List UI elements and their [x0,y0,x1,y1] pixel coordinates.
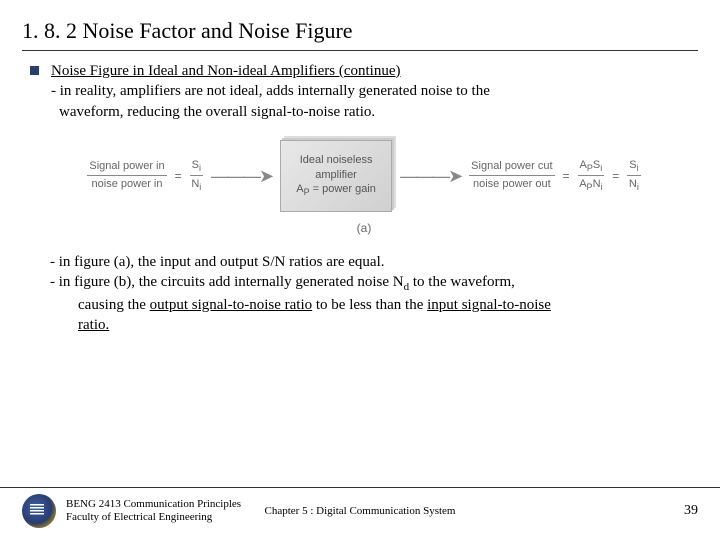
amplifier-box: Ideal noiseless amplifier AP = power gai… [280,140,392,212]
chapter-label: Chapter 5 : Digital Communication System [265,505,456,517]
figure-label: (a) [30,220,698,236]
body-line: causing the output signal-to-noise ratio… [50,295,698,315]
body-line: ratio. [50,315,698,335]
page-number: 39 [684,503,698,519]
footer: BENG 2413 Communication Principles Facul… [0,487,720,528]
body-line: - in figure (b), the circuits add intern… [50,272,698,295]
body-line: waveform, reducing the overall signal-to… [51,102,490,122]
arrow-icon: ———➤ [211,164,272,188]
body-line: - in figure (a), the input and output S/… [50,252,698,272]
figure-diagram: Signal power in noise power in = Si Ni —… [84,140,644,212]
department: Faculty of Electrical Engineering [66,511,241,524]
slide-title: 1. 8. 2 Noise Factor and Noise Figure [22,18,698,51]
content-block: Noise Figure in Ideal and Non-ideal Ampl… [22,61,698,336]
arrow-icon: ———➤ [400,164,461,188]
bullet-icon [30,66,39,75]
course-code: BENG 2413 Communication Principles [66,498,241,511]
subheading: Noise Figure in Ideal and Non-ideal Ampl… [51,63,401,79]
university-logo-icon [22,494,56,528]
body-line: - in reality, amplifiers are not ideal, … [51,81,490,101]
